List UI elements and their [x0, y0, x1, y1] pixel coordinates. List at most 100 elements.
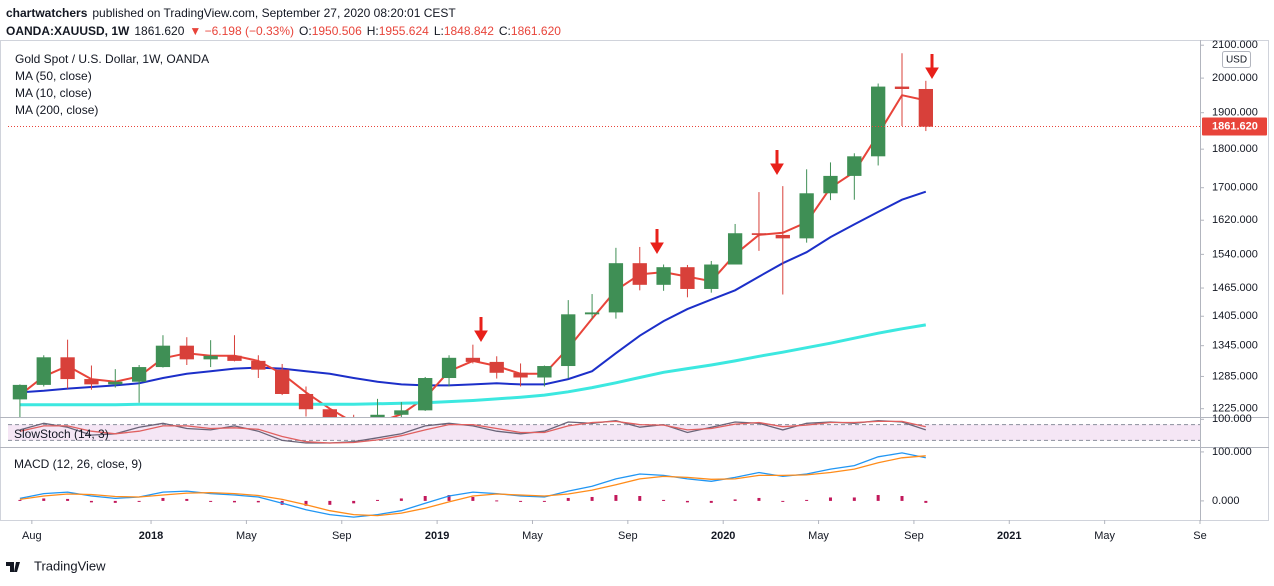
candle-body — [608, 263, 624, 313]
histogram-bar — [733, 499, 737, 501]
currency-box[interactable] — [1222, 51, 1251, 68]
x-tick-label: 2021 — [997, 530, 1021, 542]
candle-body — [704, 264, 719, 289]
ohlc-label: O: — [299, 24, 312, 38]
histogram-bar — [876, 495, 880, 501]
ohlc-label: C: — [498, 24, 511, 38]
histogram-bar — [18, 499, 22, 501]
line — [19, 323, 927, 407]
y-tick-label: 1620.000 — [1212, 214, 1258, 226]
candle-body — [179, 345, 194, 360]
x-tick-label: 2018 — [139, 530, 163, 542]
x-tick-label: 2019 — [425, 530, 449, 542]
legend-entry: MA (200, close) — [15, 103, 98, 117]
y-tick-label: 0.000 — [1212, 495, 1240, 507]
annotation-arrows — [474, 54, 939, 342]
x-tick-label: May — [522, 530, 543, 542]
x-tick-label: Aug — [22, 530, 42, 542]
y-tick-label: 1225.000 — [1212, 403, 1258, 415]
candle-body — [632, 263, 647, 285]
histogram-bar — [256, 500, 260, 503]
histogram-bar — [471, 496, 475, 501]
candle-body — [36, 357, 51, 385]
histogram-bar — [447, 495, 451, 501]
footer-logo[interactable]: TradingView — [6, 558, 106, 573]
candle-body — [847, 156, 862, 176]
candle-body — [84, 379, 99, 385]
histogram-bar — [113, 500, 117, 503]
macd-pane — [18, 452, 928, 518]
x-tick-label: May — [236, 530, 257, 542]
y-tick-label: 1540.000 — [1212, 248, 1258, 260]
legend-entry: MA (10, close) — [15, 86, 92, 100]
x-tick-label: Sep — [904, 530, 924, 542]
y-tick-label: 2100.000 — [1212, 39, 1258, 51]
histogram-bar — [304, 500, 308, 506]
line — [19, 419, 927, 444]
histogram-bar — [828, 497, 832, 501]
histogram-bar — [924, 500, 928, 503]
histogram-bar — [542, 500, 546, 502]
candle-body — [918, 88, 933, 127]
ohlc-value: 1848.842 — [443, 24, 494, 38]
histogram-bar — [161, 497, 165, 501]
candle-body — [656, 267, 671, 285]
candle-body — [561, 314, 576, 367]
currency: USD — [1226, 55, 1247, 66]
header: chartwatchers published on TradingView.c… — [6, 4, 561, 40]
candle-body — [823, 175, 838, 194]
last-price-box — [1202, 117, 1267, 136]
candle-body — [275, 369, 290, 394]
y-tick-label: 100.000 — [1212, 413, 1252, 425]
candle-body — [441, 357, 457, 379]
histogram-bar — [42, 498, 46, 501]
arrow-head — [770, 163, 784, 175]
y-tick-label: 1465.000 — [1212, 282, 1258, 294]
price-pane — [8, 53, 1200, 417]
histogram-bar — [137, 500, 141, 502]
x-tick-label: Sep — [618, 530, 638, 542]
candle-body — [537, 366, 552, 378]
candle-body — [155, 345, 171, 368]
macd-title: MACD (12, 26, close, 9) — [14, 457, 142, 471]
histogram-bar — [852, 497, 856, 501]
candle-body — [418, 378, 433, 411]
x-tick-label: Sep — [332, 530, 352, 542]
ohlc-value: 1955.624 — [378, 24, 429, 38]
published: published on TradingView.com, September … — [92, 6, 456, 20]
histogram-bar — [399, 498, 403, 501]
symbol: OANDA:XAUUSD, 1W — [6, 24, 130, 38]
histogram-bar — [709, 500, 713, 503]
brand: TradingView — [34, 558, 106, 573]
axes: 1225.000 1285.000 1345.000 1405.000 1465.000… — [22, 39, 1267, 542]
histogram-bar — [757, 497, 761, 501]
price: 1861.620 — [134, 24, 185, 38]
histogram-bar — [685, 500, 689, 503]
histogram-bar — [900, 496, 904, 501]
line — [19, 420, 926, 444]
candle-body — [513, 372, 528, 378]
change: ▼ −6.198 (−0.33%) — [189, 24, 295, 38]
histogram-bar — [89, 500, 93, 503]
frame — [0, 40, 1269, 521]
histogram-bar — [352, 500, 356, 504]
candle-body — [680, 267, 695, 289]
ohlc-label: L: — [433, 24, 444, 38]
candle-body — [60, 357, 75, 380]
last-price-label: 1861.620 — [1212, 120, 1258, 132]
candle-body — [108, 381, 123, 385]
line — [19, 452, 926, 518]
histogram-bar — [662, 499, 666, 501]
candle-body — [775, 234, 790, 239]
stoch-pane — [8, 419, 1200, 444]
candle-body — [465, 357, 481, 362]
candle-body — [727, 233, 743, 265]
publish-line: chartwatchers published on TradingView.c… — [6, 4, 561, 22]
candle-body — [131, 367, 147, 382]
ohlc-value: 1950.506 — [311, 24, 362, 38]
stoch-title: SlowStoch (14, 3) — [14, 427, 109, 441]
candle-body — [251, 360, 266, 370]
publisher[interactable]: chartwatchers — [6, 6, 88, 20]
